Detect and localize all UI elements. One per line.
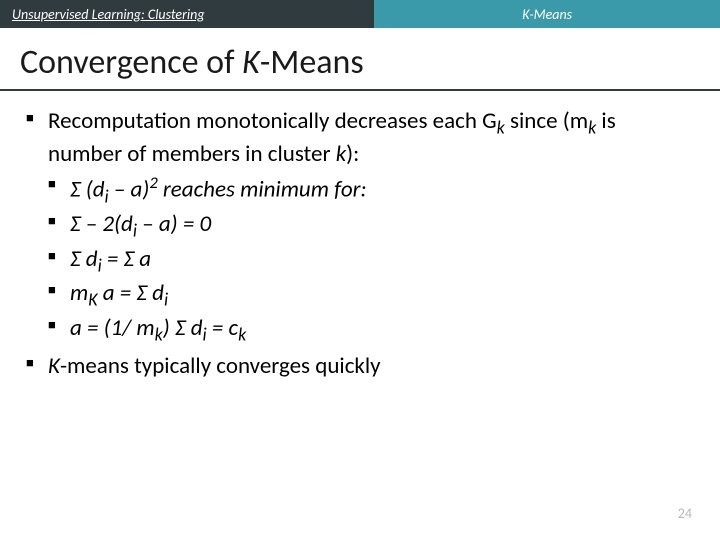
bullet-1: Recomputation monotonically decreases ea… [26, 107, 694, 346]
topbar-right-label: K-Means [374, 0, 720, 28]
slide: Unsupervised Learning: Clustering K-Mean… [0, 0, 720, 540]
s1-sup-2: 2 [149, 173, 157, 193]
s3-a: Σ d [70, 245, 98, 273]
s4-a: m [70, 279, 88, 307]
top-bar: Unsupervised Learning: Clustering K-Mean… [0, 0, 720, 28]
bullet-list: Recomputation monotonically decreases ea… [26, 107, 694, 382]
title-k-italic: K [242, 42, 260, 83]
s2-b: – a) = 0 [137, 210, 211, 238]
s5-b: ) Σ d [163, 314, 203, 342]
s1-c: reaches minimum for: [158, 176, 367, 204]
slide-title: Convergence of K-Means [0, 28, 720, 89]
s5-c: = c [207, 314, 238, 342]
b1-text-b: since (m [505, 107, 588, 135]
b1-subscript-k2: k [588, 117, 596, 139]
sub-bullet-1: Σ (di – a)2 reaches minimum for: [48, 173, 694, 208]
sub-bullet-2: Σ – 2(di – a) = 0 [48, 210, 694, 243]
s4-b: a = Σ d [98, 279, 164, 307]
topbar-left-label: Unsupervised Learning: Clustering [0, 0, 374, 28]
s4-sub-k: K [88, 289, 97, 311]
title-prefix: Convergence of [20, 42, 242, 83]
s3-b: = Σ a [102, 245, 151, 273]
b1-text-d: ): [346, 140, 359, 168]
s5-sub-ck: k [238, 323, 246, 345]
sub-bullet-4: mK a = Σ di [48, 279, 694, 312]
sub-bullet-3: Σ di = Σ a [48, 245, 694, 278]
sub-bullet-list: Σ (di – a)2 reaches minimum for: Σ – 2(d… [48, 173, 694, 346]
b2-rest: -means typically converges quickly [60, 352, 381, 380]
b2-k-italic: K [48, 352, 60, 380]
s5-sub-k: k [155, 323, 163, 345]
s1-b: – a) [109, 176, 150, 204]
b1-text-a: Recomputation monotonically decreases ea… [48, 107, 497, 135]
sub-bullet-5: a = (1/ mk) Σ di = ck [48, 314, 694, 347]
page-number: 24 [678, 505, 692, 522]
content-area: Recomputation monotonically decreases ea… [0, 103, 720, 382]
b1-k-italic: k [336, 140, 346, 168]
s5-a: a = (1/ m [70, 314, 155, 342]
s2-a: Σ – 2(d [70, 210, 133, 238]
title-divider [0, 89, 720, 91]
s4-sub-i: i [164, 289, 168, 311]
s1-a: Σ (d [70, 176, 105, 204]
title-suffix: -Means [260, 42, 364, 83]
b1-subscript-k1: k [497, 117, 505, 139]
bullet-2: K-means typically converges quickly [26, 352, 694, 381]
